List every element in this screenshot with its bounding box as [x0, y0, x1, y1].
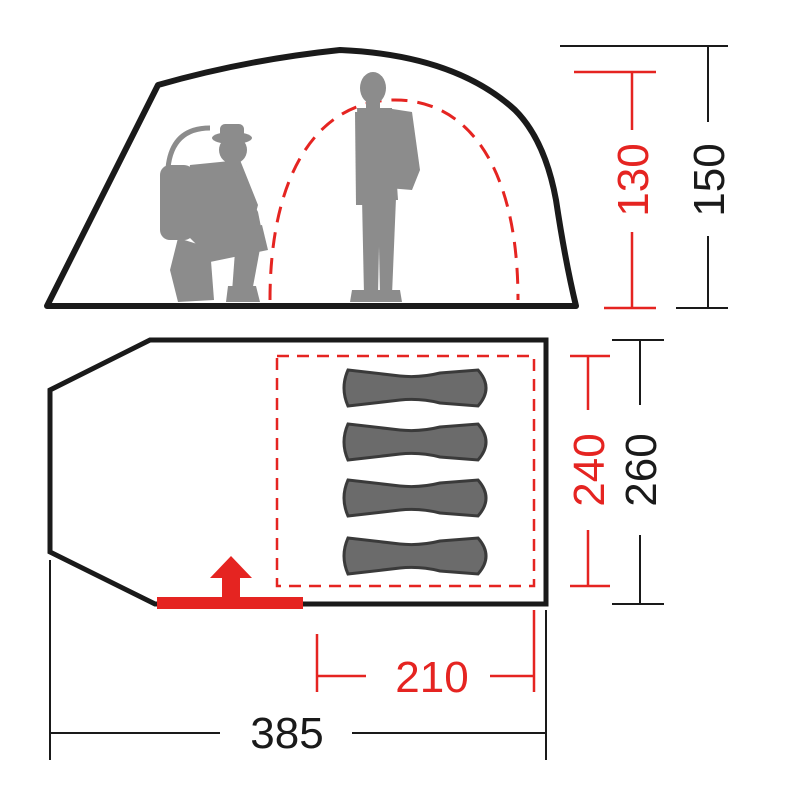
crouching-person-icon: [160, 124, 268, 302]
floor-plan: 240 260 210 385: [47, 337, 666, 760]
outer-width-label: 260: [617, 433, 666, 506]
entrance-door-bar: [157, 597, 303, 609]
outer-height-dimension: [560, 45, 728, 309]
inner-height-label: 130: [609, 143, 658, 216]
sleeping-bag: [342, 536, 488, 576]
outer-length-label: 385: [250, 709, 323, 758]
up-arrow-icon: [210, 556, 252, 598]
sleeping-bag: [342, 368, 488, 408]
inner-width-label: 240: [565, 433, 614, 506]
inner-length-dimension: [315, 610, 536, 692]
inner-tent-floor: [275, 354, 536, 588]
outer-width-dimension: [612, 339, 664, 605]
side-view: 130 150: [44, 45, 734, 310]
outer-height-label: 150: [685, 143, 734, 216]
inner-width-dimension: [570, 354, 610, 588]
standing-person-icon: [350, 72, 420, 302]
inner-height-dimension: [574, 70, 656, 310]
inner-length-label: 210: [395, 653, 468, 702]
sleeping-bag: [342, 478, 488, 518]
outer-length-dimension: [49, 560, 547, 760]
sleeping-bags: [342, 368, 488, 576]
inner-tent-arch: [268, 98, 520, 301]
tent-floor-outline: [47, 337, 549, 607]
sleeping-bag: [342, 422, 488, 462]
